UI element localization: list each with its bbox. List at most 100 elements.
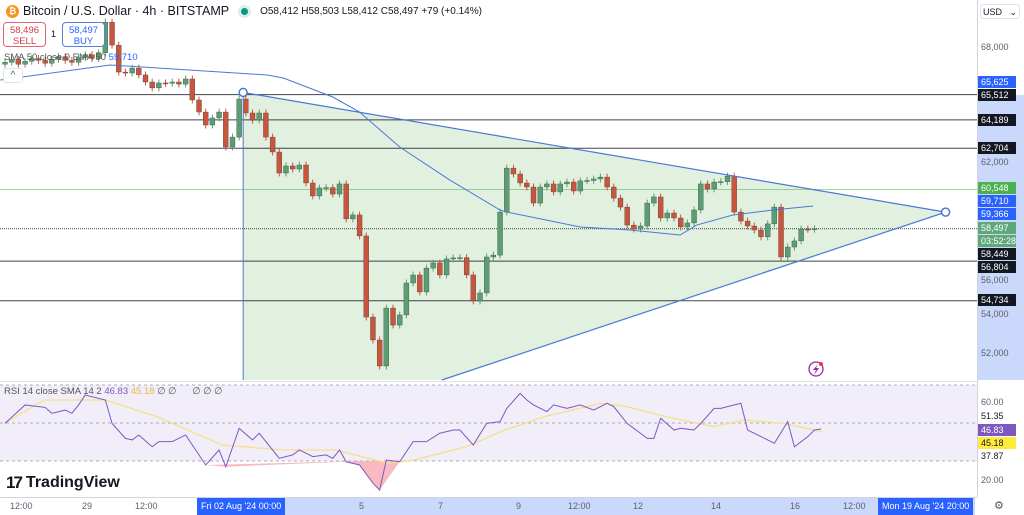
candle-body [397,314,403,326]
candle-body [376,339,383,367]
candle-body [156,82,162,89]
candle-body [189,78,195,101]
price-level-badge: 60,548 [978,182,1016,194]
price-chart[interactable] [0,0,977,497]
candle-body [283,165,289,174]
candle-body [343,183,349,220]
time-range-start: Fri 02 Aug '24 00:00 [197,498,286,515]
alert-dot [819,362,823,366]
candle-body [29,58,35,62]
price-level-badge: 56,804 [978,261,1016,273]
candle-body [129,67,135,74]
candle-body [363,235,369,318]
price-tick: 52,000 [981,348,1009,358]
candle-body [450,257,456,260]
time-tick: 7 [438,501,444,511]
price-level-badge: 59,710 [978,195,1016,207]
candle-body [443,258,450,276]
collapse-legend-button[interactable]: ^ [3,68,23,83]
candle-body [35,58,42,61]
candle-body [336,183,343,195]
candle-body [758,229,764,238]
candle-body [604,176,610,188]
candle-body [624,206,630,226]
price-tick: 62,000 [981,157,1009,167]
symbol-title[interactable]: Bitcoin / U.S. Dollar · 4h · BITSTAMP [23,4,230,18]
candle-body [263,112,269,138]
candle-body [89,54,95,59]
buy-button[interactable]: 58,497 BUY [62,22,105,47]
candle-body [256,112,262,121]
rsi-oversold-fill [205,461,400,491]
time-tick: 12:00 [135,501,158,511]
candle-body [463,257,470,276]
candle-body [571,181,577,192]
candle-body [303,164,309,184]
candle-body [323,187,329,189]
candle-body [477,292,483,302]
rsi-tick: 20.00 [981,475,1004,485]
buy-price: 58,497 [68,25,99,36]
rsi-tick: 51.35 [981,411,1004,421]
candle-body [510,167,517,175]
candle-body [403,282,410,316]
candle-body [49,59,55,64]
price-level-badge: 62,704 [978,142,1016,154]
candle-body [430,262,436,269]
candle-body [791,240,798,248]
rsi-legend-label: RSI 14 close SMA 14 2 [4,386,102,397]
candle-body [457,257,463,259]
ma-legend[interactable]: SMA 50 close 0 EMA 50 59,710 [4,52,138,63]
price-level-badge: 64,189 [978,114,1016,126]
candle-body [370,316,376,341]
candle-body [785,246,791,258]
candle-body [597,176,604,180]
candle-body [544,183,550,188]
time-tick: 12:00 [843,501,866,511]
candle-body [738,211,744,222]
price-tick: 68,000 [981,42,1009,52]
rsi-legend-extra2: ∅ ∅ ∅ [192,386,223,397]
price-level-badge: 58,497 [978,222,1016,234]
candle-body [611,186,617,199]
chevron-down-icon: ⌄ [1009,7,1017,17]
ma-legend-value: 59,710 [108,52,138,63]
sell-button[interactable]: 58,496 SELL [3,22,46,47]
price-level-badge: 59,366 [978,208,1016,220]
price-tick: 56,000 [981,275,1009,285]
candle-body [42,60,48,64]
candle-body [243,98,249,114]
rsi-legend[interactable]: RSI 14 close SMA 14 2 46.83 45.18 ∅ ∅ ∅ … [4,386,222,397]
candle-body [778,206,784,258]
tradingview-logo[interactable]: 17 TradingView [6,473,120,493]
currency-selector[interactable]: USD ⌄ [980,4,1020,19]
time-axis-range-highlight [197,498,975,515]
rsi-sma-line [4,399,823,464]
candle-body [182,78,189,85]
settings-gear-icon[interactable]: ⚙ [994,500,1004,512]
buy-label: BUY [73,36,94,47]
candle-body [724,175,731,182]
triangle-upper-trendline [243,91,946,213]
candle-body [678,217,684,228]
chart-header: ₿ Bitcoin / U.S. Dollar · 4h · BITSTAMP … [6,4,482,18]
order-quantity[interactable]: 1 [51,29,57,39]
bar-countdown: 03:52:28 [978,235,1016,247]
rsi-line [4,392,822,492]
candle-body [223,111,229,148]
candle-body [497,211,503,256]
candle-body [149,81,155,89]
price-level-badge: 58,449 [978,248,1016,260]
price-level-badge: 65,512 [978,89,1016,101]
candle-body [524,182,530,188]
candle-body [577,180,583,192]
candle-body [75,57,82,63]
candle-body [550,183,557,193]
candle-body [276,151,282,174]
moving-average-line [0,64,814,236]
candle-body [765,223,771,238]
candle-body [22,61,28,65]
candle-body [470,274,476,302]
candle-body [55,56,62,60]
market-open-icon [241,7,249,15]
